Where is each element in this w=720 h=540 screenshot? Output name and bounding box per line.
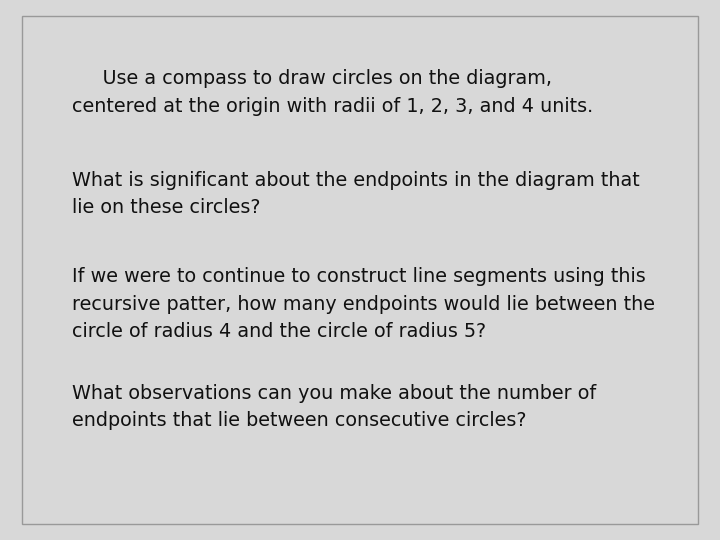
Text: What observations can you make about the number of
endpoints that lie between co: What observations can you make about the… — [72, 384, 597, 430]
Text: Use a compass to draw circles on the diagram,
centered at the origin with radii : Use a compass to draw circles on the dia… — [72, 70, 593, 116]
Text: If we were to continue to construct line segments using this
recursive patter, h: If we were to continue to construct line… — [72, 267, 655, 341]
Text: What is significant about the endpoints in the diagram that
lie on these circles: What is significant about the endpoints … — [72, 171, 640, 217]
